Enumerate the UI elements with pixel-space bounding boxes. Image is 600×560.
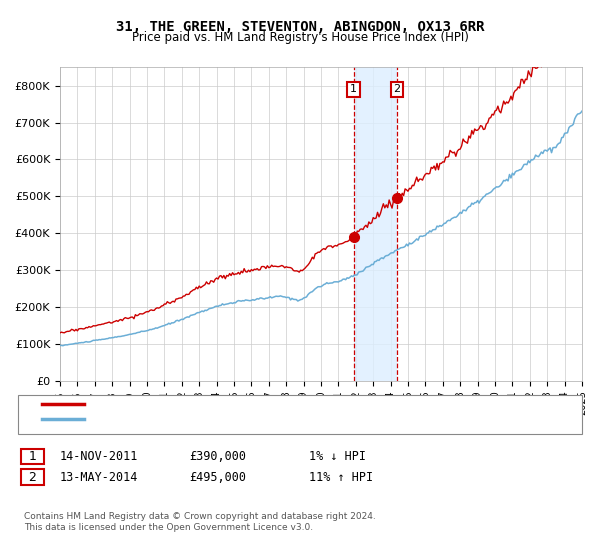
Text: 13-MAY-2014: 13-MAY-2014 <box>60 470 139 484</box>
Bar <box>353 67 397 381</box>
Text: £390,000: £390,000 <box>189 450 246 463</box>
Text: 1% ↓ HPI: 1% ↓ HPI <box>309 450 366 463</box>
Text: 31, THE GREEN, STEVENTON, ABINGDON, OX13 6RR (detached house): 31, THE GREEN, STEVENTON, ABINGDON, OX13… <box>93 399 460 409</box>
Text: 31, THE GREEN, STEVENTON, ABINGDON, OX13 6RR: 31, THE GREEN, STEVENTON, ABINGDON, OX13… <box>116 20 484 34</box>
Text: 11% ↑ HPI: 11% ↑ HPI <box>309 470 373 484</box>
Text: Price paid vs. HM Land Registry's House Price Index (HPI): Price paid vs. HM Land Registry's House … <box>131 31 469 44</box>
Text: £495,000: £495,000 <box>189 470 246 484</box>
Text: Contains HM Land Registry data © Crown copyright and database right 2024.
This d: Contains HM Land Registry data © Crown c… <box>24 512 376 532</box>
Text: HPI: Average price, detached house, Vale of White Horse: HPI: Average price, detached house, Vale… <box>93 414 389 424</box>
Text: 2: 2 <box>394 85 401 94</box>
Text: 2: 2 <box>28 470 37 484</box>
Text: 1: 1 <box>28 450 37 463</box>
Text: 1: 1 <box>350 85 357 94</box>
Text: 14-NOV-2011: 14-NOV-2011 <box>60 450 139 463</box>
